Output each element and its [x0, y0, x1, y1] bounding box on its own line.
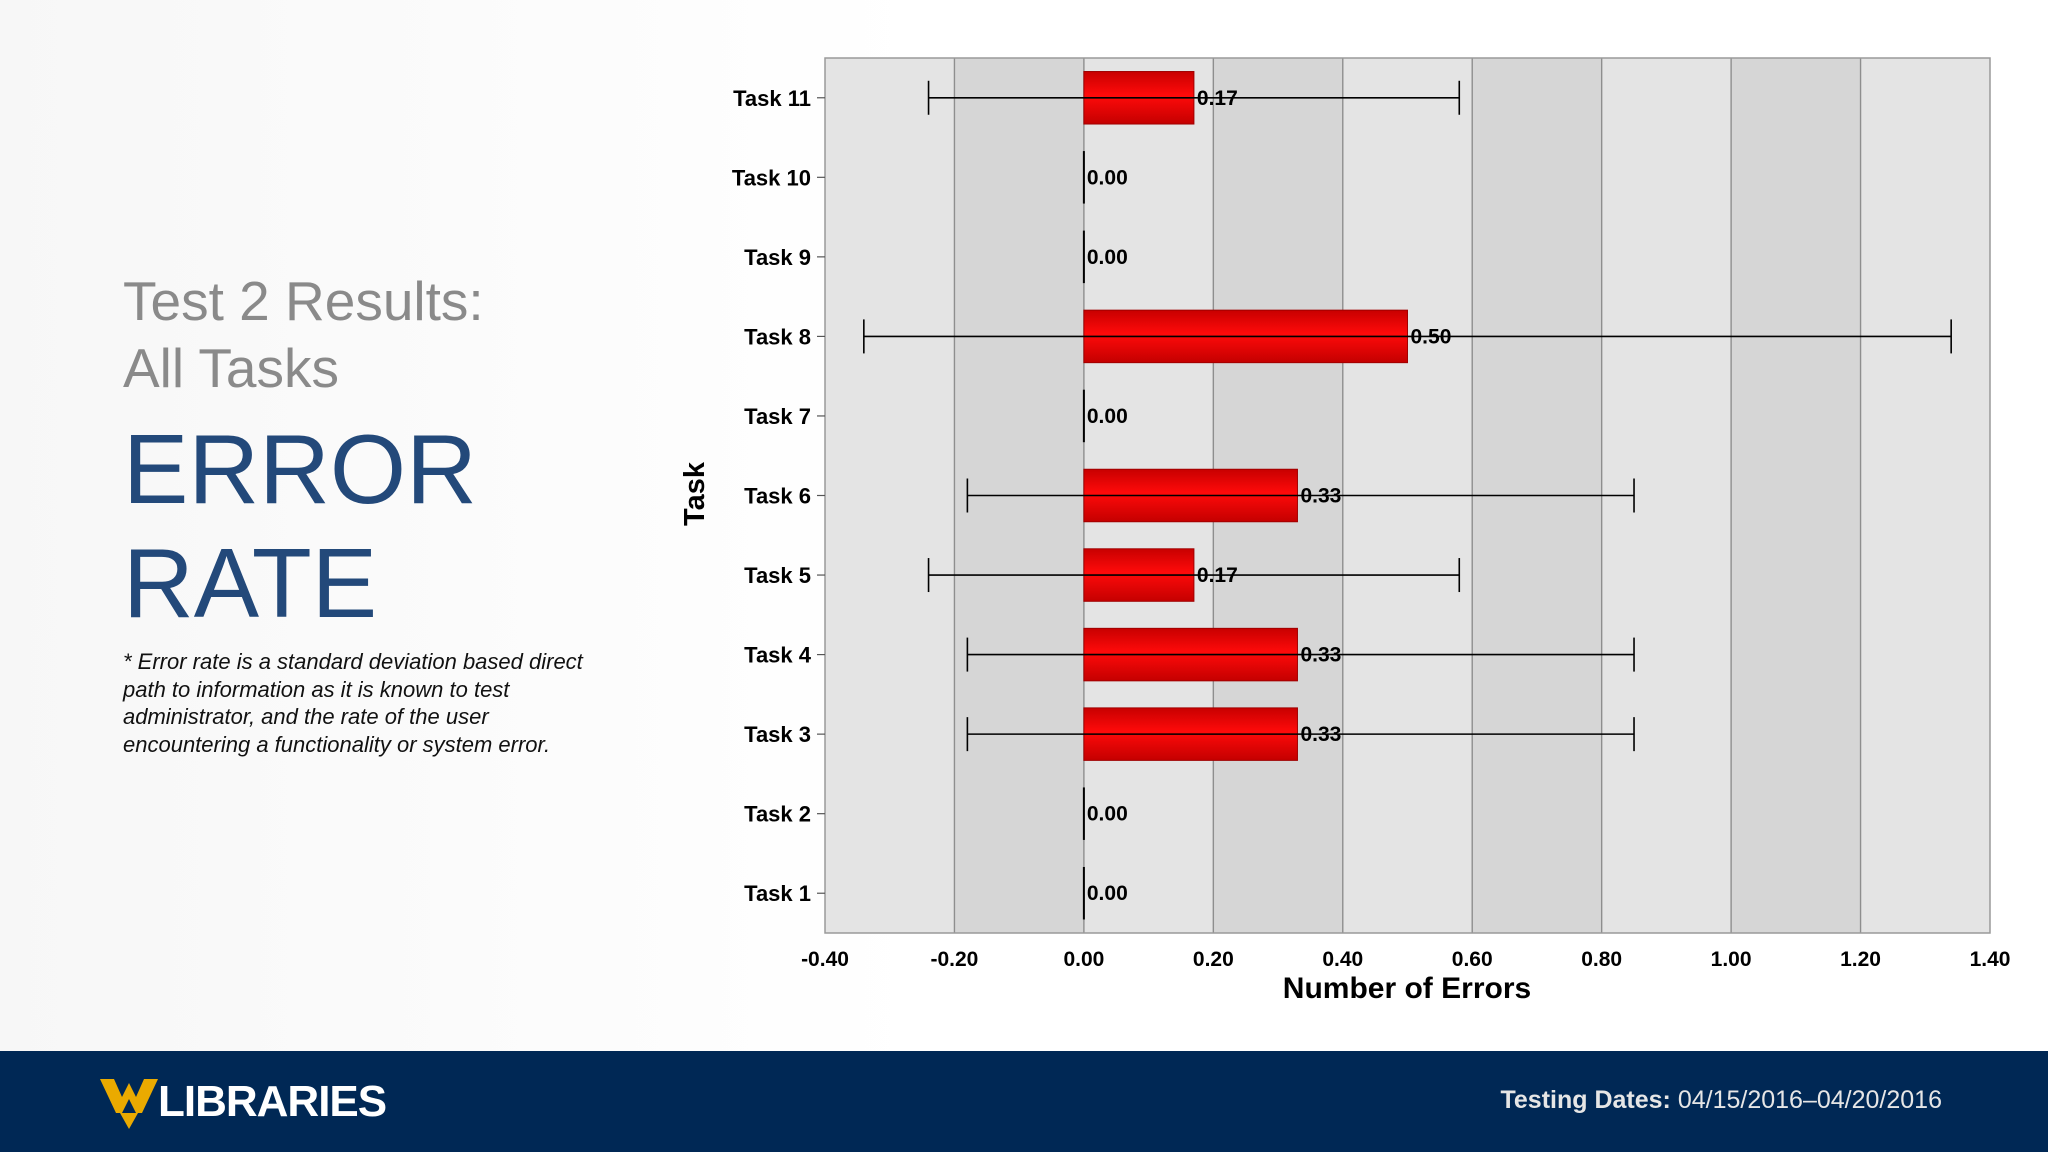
y-tick-label: Task 3 — [744, 722, 811, 747]
error-rate-chart: 0.17 0.00 0.00 0.50 0.00 0.33 0.17 0.33 0.33 0.00… — [679, 57, 2011, 1005]
flying-wv-icon — [100, 1079, 158, 1129]
x-tick-label: 0.20 — [1193, 948, 1234, 971]
chart-error-bars — [863, 80, 1952, 752]
x-tick-label: 0.80 — [1581, 948, 1622, 971]
y-tick-label: Task 6 — [744, 484, 811, 509]
y-tick-label: Task 10 — [732, 165, 811, 190]
plot-band — [1860, 58, 1990, 933]
x-tick-label: 1.40 — [1970, 948, 2011, 971]
data-label: 0.00 — [1087, 882, 1128, 905]
chart-axes: -0.40 -0.20 0.00 0.20 0.40 0.60 0.80 1.00 1.20 1.… — [732, 57, 2011, 971]
x-tick-label: -0.20 — [931, 948, 979, 971]
subtitle-line-1: Test 2 Results: — [123, 270, 484, 332]
left-panel: Test 2 Results: All Tasks ERROR RATE * E… — [123, 268, 683, 758]
data-label: 0.50 — [1411, 325, 1452, 348]
y-tick-label: Task 5 — [744, 563, 811, 588]
y-tick-label: Task 8 — [744, 324, 811, 349]
y-tick-label: Task 4 — [744, 643, 812, 668]
title-line-2: RATE — [123, 528, 378, 638]
wv-libraries-logo: LIBRARIES — [100, 1073, 400, 1131]
testing-dates: Testing Dates: 04/15/2016–04/20/2016 — [1500, 1086, 1942, 1115]
y-tick-label: Task 1 — [744, 881, 811, 906]
data-label: 0.00 — [1087, 803, 1128, 826]
x-tick-label: 0.00 — [1063, 948, 1104, 971]
x-tick-label: 1.20 — [1840, 948, 1881, 971]
y-tick-label: Task 2 — [744, 802, 811, 827]
data-label: 0.00 — [1087, 166, 1128, 189]
data-label: 0.00 — [1087, 405, 1128, 428]
x-axis-label: Number of Errors — [1283, 972, 1531, 1005]
plot-band — [1731, 58, 1861, 933]
y-axis-label: Task — [679, 461, 711, 526]
footer-bar: LIBRARIES Testing Dates: 04/15/2016–04/2… — [0, 1051, 2048, 1152]
data-label: 0.17 — [1197, 87, 1238, 110]
y-tick-label: Task 7 — [744, 404, 811, 429]
data-label: 0.33 — [1300, 723, 1341, 746]
y-tick-label: Task 11 — [733, 86, 811, 111]
x-tick-label: 1.00 — [1711, 948, 1752, 971]
subtitle-line-2: All Tasks — [123, 337, 339, 399]
x-tick-label: 0.40 — [1322, 948, 1363, 971]
x-tick-label: 0.60 — [1452, 948, 1493, 971]
y-tick-label: Task 9 — [744, 245, 811, 270]
page-title: ERROR RATE — [123, 412, 683, 640]
title-line-1: ERROR — [123, 414, 477, 524]
data-label: 0.17 — [1197, 564, 1238, 587]
plot-band — [825, 58, 955, 933]
testing-dates-label: Testing Dates: — [1500, 1086, 1671, 1114]
subtitle: Test 2 Results: All Tasks — [123, 268, 683, 402]
testing-dates-value: 04/15/2016–04/20/2016 — [1677, 1086, 1942, 1114]
x-tick-label: -0.40 — [801, 948, 849, 971]
data-label: 0.33 — [1300, 644, 1341, 667]
chart-value-labels: 0.17 0.00 0.00 0.50 0.00 0.33 0.17 0.33 0.33 0.00… — [1087, 87, 1451, 905]
data-label: 0.33 — [1300, 485, 1341, 508]
footnote: * Error rate is a standard deviation bas… — [123, 649, 583, 757]
logo-text: LIBRARIES — [158, 1077, 387, 1126]
data-label: 0.00 — [1087, 246, 1128, 269]
